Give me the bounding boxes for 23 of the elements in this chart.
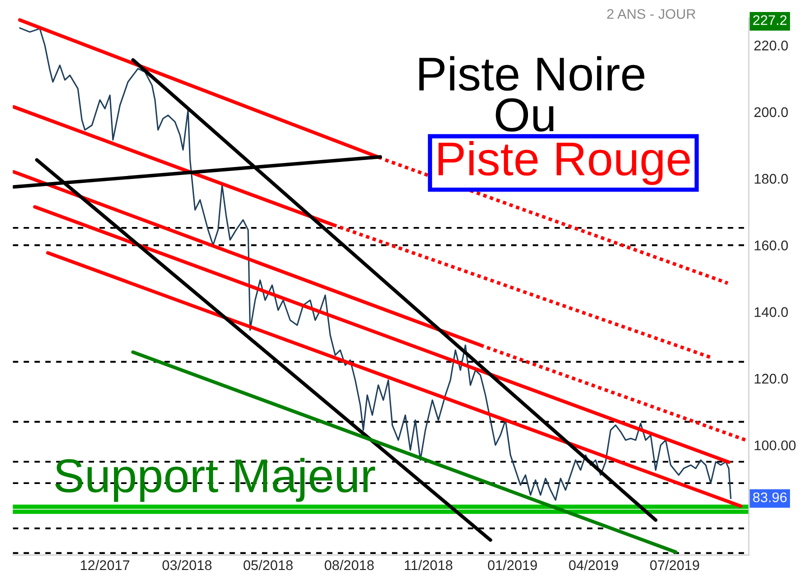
line-series <box>19 27 732 501</box>
annotation: Support Majeur <box>55 458 376 502</box>
x-tick-label: 07/2019 <box>650 560 700 570</box>
annotation: 83.96 <box>753 492 787 502</box>
annotation: 227.2 <box>753 15 787 25</box>
chart-subtitle: 2 ANS - JOUR <box>607 9 696 19</box>
y-tick-label: 100.00 <box>754 440 796 450</box>
y-tick-label: 180.0 <box>754 174 788 184</box>
x-tick-label: 01/2019 <box>488 560 537 570</box>
y-tick-label: 140.0 <box>754 307 788 318</box>
x-tick-label: 04/2019 <box>569 560 618 570</box>
annotation: Ou <box>496 98 554 132</box>
y-tick-label: 220.0 <box>754 40 788 50</box>
x-tick-label: 05/2018 <box>244 560 293 570</box>
y-tick-label: 200.0 <box>754 107 788 118</box>
x-tick-label: 08/2018 <box>324 560 374 570</box>
annotation: Piste Rouge <box>438 140 690 185</box>
y-tick-label: 120.0 <box>754 374 788 384</box>
x-tick-label: 03/2018 <box>162 560 212 570</box>
x-tick-label: 12/2017 <box>80 560 130 570</box>
annotation: Piste Noire <box>419 56 644 91</box>
x-tick-label: 11/2018 <box>404 560 452 570</box>
y-tick-label: 160.0 <box>754 240 788 250</box>
